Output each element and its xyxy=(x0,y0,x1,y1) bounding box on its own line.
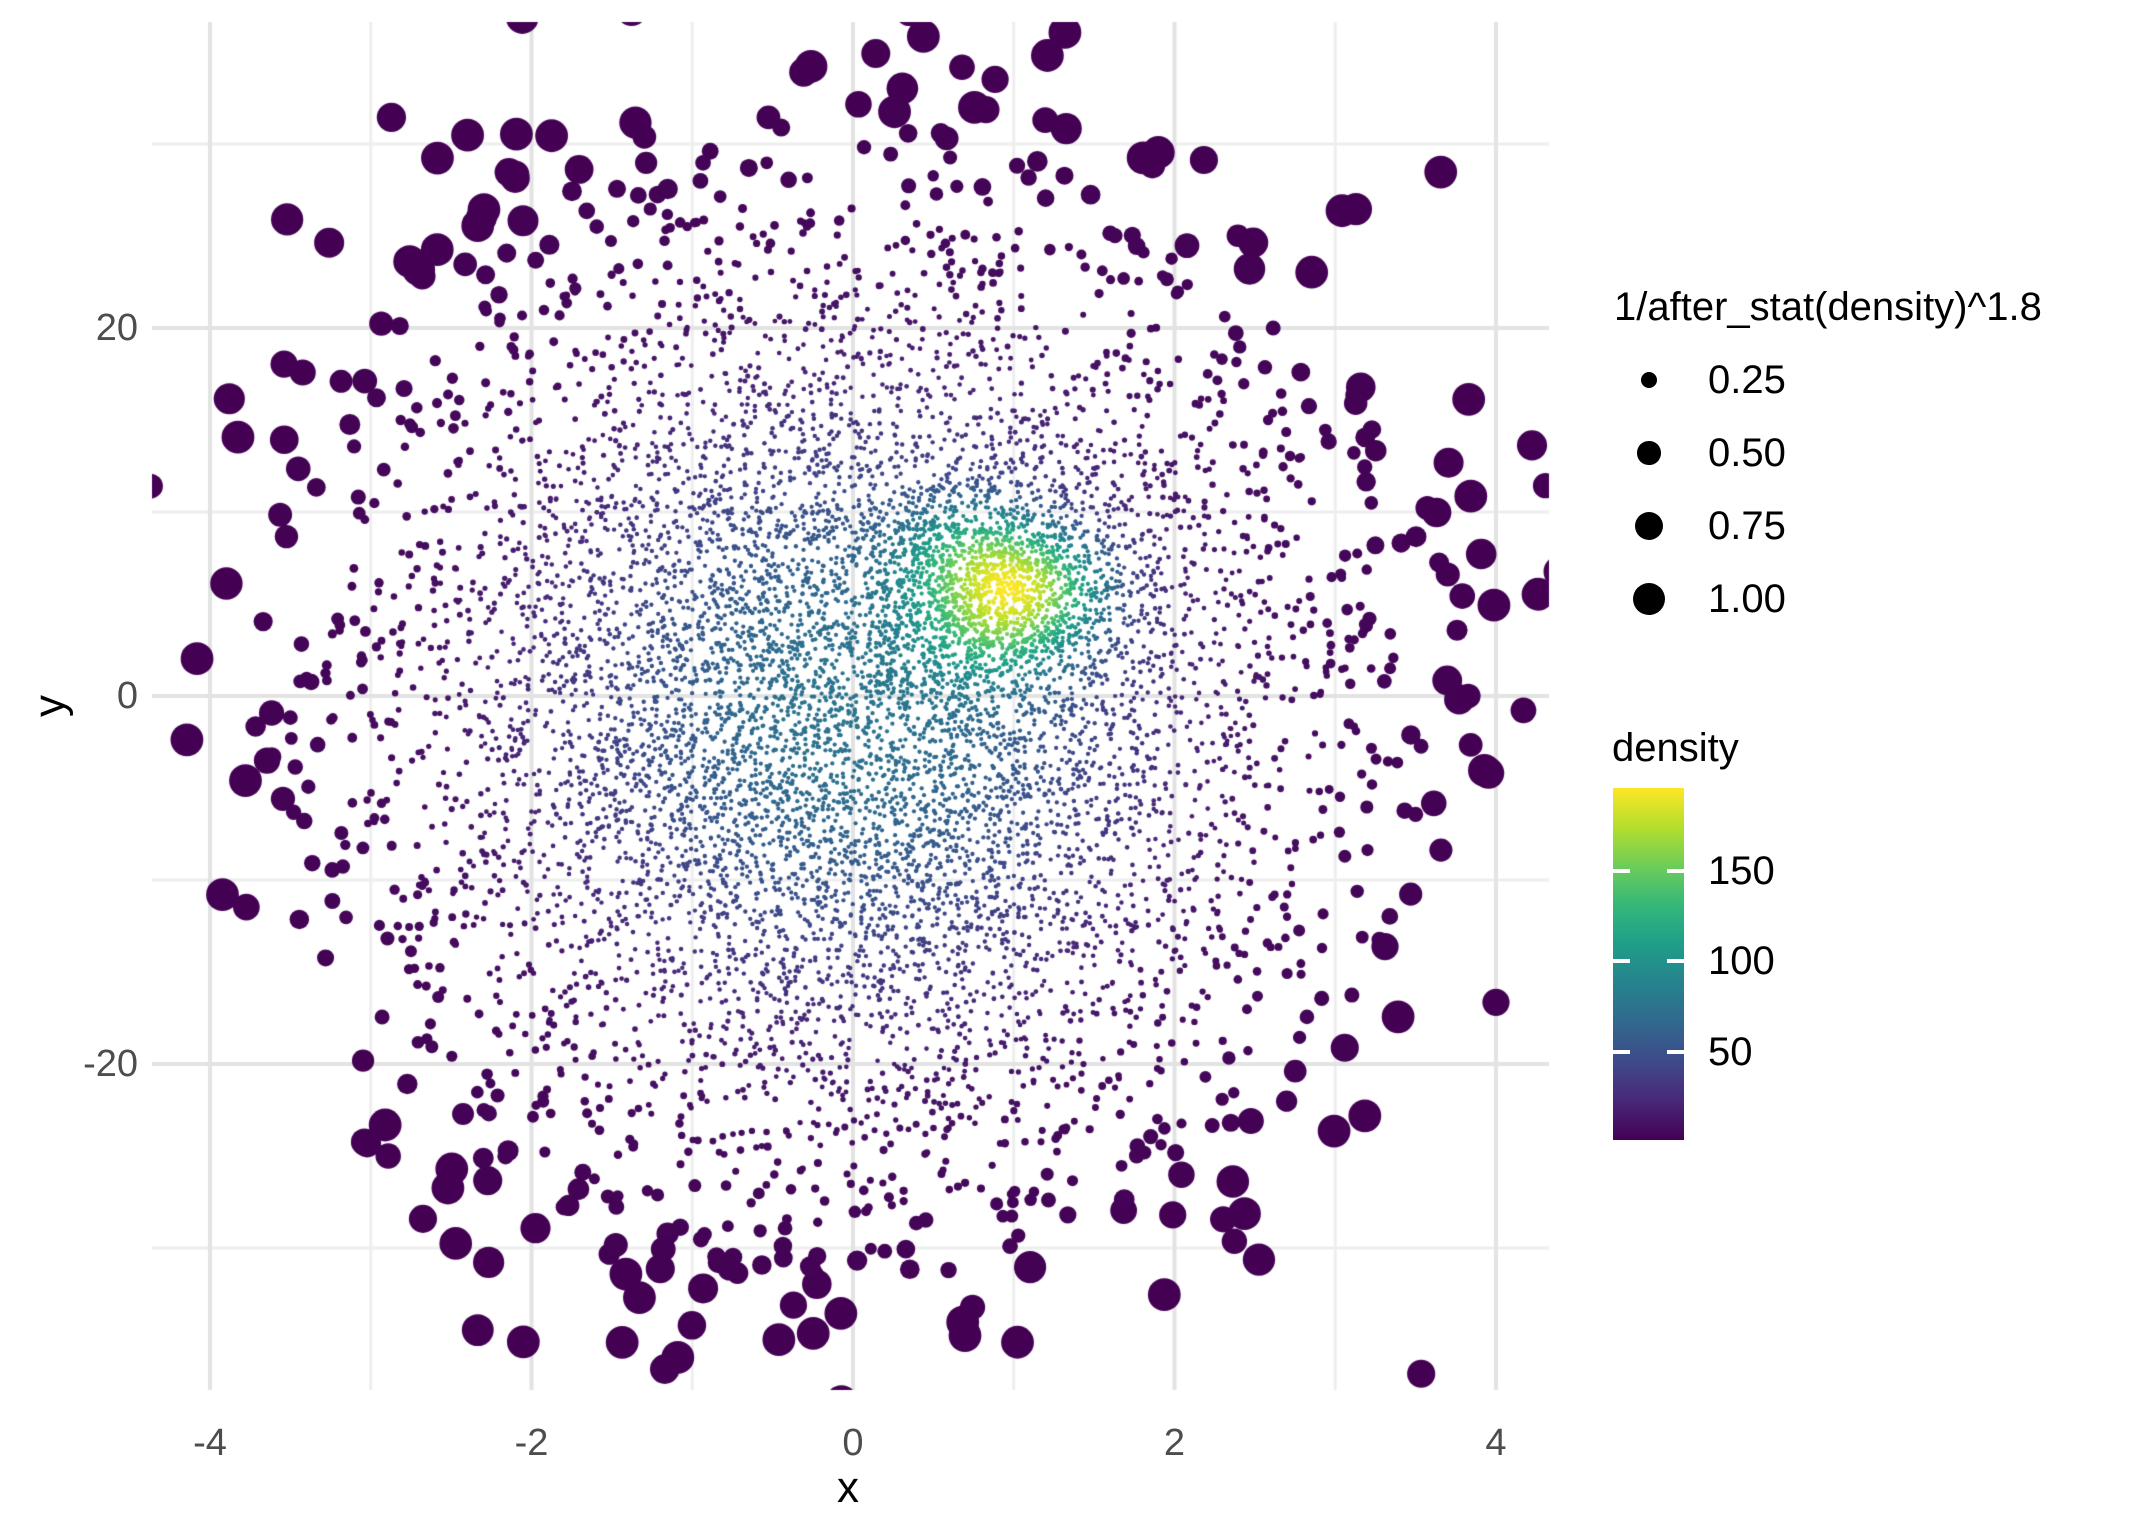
size-legend-entry-label: 0.50 xyxy=(1708,431,1786,475)
colorbar-tick-mark xyxy=(1667,1049,1684,1054)
x-axis-title: x xyxy=(837,1463,859,1512)
colorbar-tick-mark xyxy=(1613,1049,1630,1054)
colorbar-tick-mark xyxy=(1613,869,1630,874)
colorbar-tick-label: 50 xyxy=(1708,1029,1753,1074)
x-axis-tick-label: 0 xyxy=(842,1422,864,1464)
size-legend-key-dot xyxy=(1637,441,1661,465)
x-axis-tick-label: 4 xyxy=(1485,1422,1507,1464)
y-axis-tick-label: 0 xyxy=(116,675,138,717)
x-axis-tick-label: 2 xyxy=(1163,1422,1186,1464)
color-legend-title: density xyxy=(1612,726,1739,770)
x-axis-tick-label: -2 xyxy=(514,1422,549,1464)
size-legend-title: 1/after_stat(density)^1.8 xyxy=(1614,285,2042,329)
size-legend-key-dot xyxy=(1632,582,1666,616)
colorbar-tick-mark xyxy=(1667,869,1684,874)
size-legend-entry-label: 1.00 xyxy=(1708,577,1786,621)
colorbar-tick-mark xyxy=(1613,959,1630,964)
size-legend-key-dot xyxy=(1634,511,1664,541)
y-axis-tick-label: 20 xyxy=(95,307,138,349)
colorbar-tick-label: 100 xyxy=(1708,939,1775,984)
colorbar-tick-mark xyxy=(1667,959,1684,964)
size-legend-entry-label: 0.75 xyxy=(1708,504,1786,548)
size-legend-key-dot xyxy=(1640,371,1658,389)
size-legend-entry-label: 0.25 xyxy=(1708,358,1786,402)
colorbar-tick-label: 150 xyxy=(1708,849,1775,894)
y-axis-tick-label: -20 xyxy=(83,1043,138,1085)
x-axis-tick-label: -4 xyxy=(193,1422,227,1464)
colorbar-gradient xyxy=(1613,788,1684,1140)
